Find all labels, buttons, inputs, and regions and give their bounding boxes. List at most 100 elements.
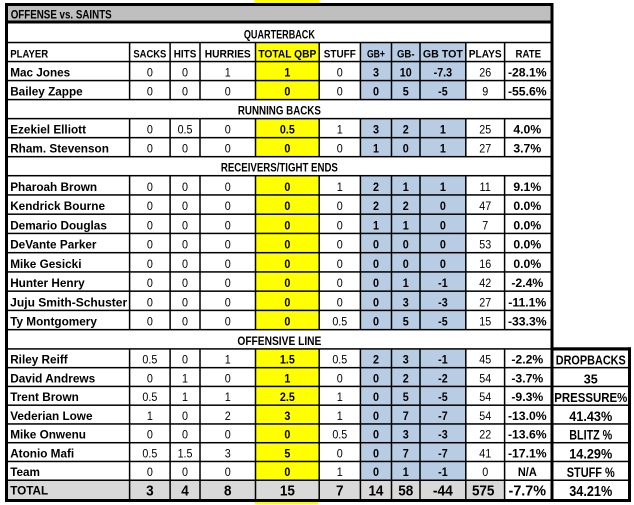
svg-text:Rham. Stevenson: Rham. Stevenson	[10, 142, 109, 156]
svg-text:1: 1	[147, 409, 153, 423]
svg-text:27: 27	[479, 295, 491, 309]
svg-text:9: 9	[482, 85, 488, 99]
svg-text:0: 0	[284, 465, 290, 479]
svg-text:N/A: N/A	[518, 465, 537, 479]
svg-text:2: 2	[403, 123, 409, 137]
svg-text:0: 0	[337, 85, 343, 99]
svg-text:-3: -3	[438, 295, 448, 309]
svg-text:0: 0	[147, 142, 153, 156]
svg-text:7: 7	[403, 409, 409, 423]
svg-text:Mike Gesicki: Mike Gesicki	[10, 257, 81, 271]
svg-text:0.5: 0.5	[142, 353, 157, 367]
svg-text:0: 0	[284, 238, 290, 252]
svg-text:1: 1	[440, 123, 446, 137]
svg-text:0: 0	[182, 142, 188, 156]
svg-text:1: 1	[225, 390, 231, 404]
svg-text:54: 54	[479, 390, 491, 404]
svg-text:34.21%: 34.21%	[569, 484, 612, 500]
svg-text:0: 0	[182, 257, 188, 271]
svg-text:-33.3%: -33.3%	[508, 315, 547, 329]
svg-text:0: 0	[440, 257, 446, 271]
svg-text:0.5: 0.5	[280, 123, 295, 137]
svg-text:0: 0	[373, 428, 379, 442]
svg-text:0: 0	[373, 465, 379, 479]
svg-text:5: 5	[403, 315, 409, 329]
svg-text:0: 0	[147, 238, 153, 252]
svg-text:Vederian Lowe: Vederian Lowe	[10, 409, 93, 423]
svg-text:0: 0	[147, 257, 153, 271]
svg-text:0.0%: 0.0%	[513, 257, 541, 271]
svg-text:Team: Team	[10, 465, 40, 479]
svg-text:0.5: 0.5	[142, 390, 157, 404]
svg-text:1: 1	[337, 465, 343, 479]
svg-text:0: 0	[182, 218, 188, 232]
svg-text:0: 0	[147, 66, 153, 80]
svg-text:0: 0	[147, 218, 153, 232]
svg-text:575: 575	[472, 484, 495, 500]
svg-text:-7.7%: -7.7%	[509, 484, 547, 500]
svg-text:1: 1	[440, 142, 446, 156]
svg-text:26: 26	[479, 66, 491, 80]
svg-text:0: 0	[182, 276, 188, 290]
svg-text:GB TOT: GB TOT	[423, 49, 463, 61]
svg-text:-7: -7	[438, 446, 448, 460]
svg-text:Ezekiel Elliott: Ezekiel Elliott	[10, 123, 86, 137]
svg-text:PRESSURE%: PRESSURE%	[554, 391, 627, 405]
svg-text:45: 45	[479, 353, 491, 367]
svg-text:0: 0	[284, 142, 290, 156]
svg-text:0: 0	[225, 85, 231, 99]
svg-text:0: 0	[182, 66, 188, 80]
svg-text:0: 0	[337, 142, 343, 156]
svg-text:5: 5	[403, 85, 409, 99]
svg-text:0: 0	[182, 465, 188, 479]
svg-text:7: 7	[482, 218, 488, 232]
svg-text:0: 0	[337, 199, 343, 213]
svg-text:0: 0	[147, 315, 153, 329]
svg-text:-5: -5	[438, 390, 448, 404]
svg-text:0: 0	[147, 276, 153, 290]
svg-text:-7: -7	[438, 409, 448, 423]
svg-text:22: 22	[479, 428, 491, 442]
svg-text:7: 7	[403, 446, 409, 460]
svg-text:0: 0	[284, 295, 290, 309]
svg-text:14: 14	[368, 484, 383, 500]
svg-text:1: 1	[403, 465, 409, 479]
svg-text:0: 0	[225, 199, 231, 213]
svg-text:4.0%: 4.0%	[513, 123, 541, 137]
svg-text:1: 1	[440, 180, 446, 194]
svg-text:-5: -5	[438, 85, 448, 99]
svg-text:GB+: GB+	[367, 49, 385, 61]
svg-text:-17.1%: -17.1%	[508, 446, 547, 460]
svg-text:0: 0	[147, 295, 153, 309]
svg-text:0: 0	[182, 353, 188, 367]
svg-text:1: 1	[403, 276, 409, 290]
svg-text:RUNNING BACKS: RUNNING BACKS	[238, 104, 321, 118]
svg-text:STUFF %: STUFF %	[567, 465, 615, 480]
svg-text:3: 3	[225, 446, 231, 460]
svg-text:0: 0	[284, 199, 290, 213]
svg-text:OFFENSIVE LINE: OFFENSIVE LINE	[237, 334, 321, 348]
svg-text:1: 1	[225, 66, 231, 80]
svg-text:1: 1	[284, 66, 290, 80]
svg-text:0.0%: 0.0%	[513, 199, 541, 213]
svg-text:DeVante Parker: DeVante Parker	[10, 238, 97, 252]
svg-text:14.29%: 14.29%	[569, 446, 612, 461]
svg-text:Kendrick Bourne: Kendrick Bourne	[10, 199, 105, 213]
svg-text:-1: -1	[438, 353, 448, 367]
svg-text:1: 1	[403, 218, 409, 232]
svg-text:54: 54	[479, 409, 491, 423]
svg-text:0: 0	[373, 276, 379, 290]
svg-text:0: 0	[403, 142, 409, 156]
svg-text:Hunter Henry: Hunter Henry	[10, 276, 85, 290]
svg-text:1.5: 1.5	[178, 446, 193, 460]
svg-text:4: 4	[181, 484, 189, 500]
svg-text:0: 0	[182, 180, 188, 194]
svg-text:0.5: 0.5	[332, 428, 347, 442]
svg-text:3: 3	[284, 409, 290, 423]
svg-text:0: 0	[373, 409, 379, 423]
svg-text:0: 0	[147, 180, 153, 194]
svg-text:1: 1	[373, 218, 379, 232]
svg-text:0: 0	[147, 123, 153, 137]
svg-text:0.5: 0.5	[332, 315, 347, 329]
svg-text:0: 0	[440, 218, 446, 232]
